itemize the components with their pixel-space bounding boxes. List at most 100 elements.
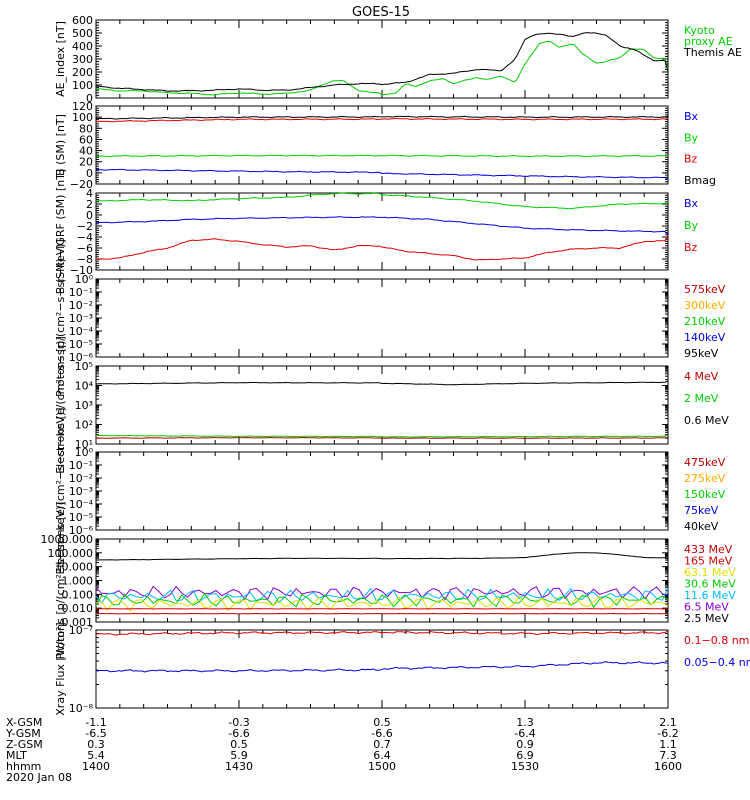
x-tick-label: 1.3: [516, 716, 534, 729]
x-tick-label: 1.1: [659, 738, 677, 751]
y-tick-label: 10⁻⁴: [69, 498, 94, 511]
y-tick-label: 10⁰: [75, 273, 94, 286]
legend-entry: 75keV: [684, 504, 719, 517]
series-line: [95, 587, 669, 604]
x-tick-label: -6.2: [657, 727, 678, 740]
legend-entry: 95keV: [684, 347, 719, 360]
y-tick-label: 0.001: [62, 616, 94, 629]
x-tick-label: -1.1: [85, 716, 106, 729]
panel-frame: [95, 278, 669, 358]
legend-entry: 2.5 MeV: [684, 612, 729, 625]
series-line: [95, 592, 669, 609]
y-tick-label: −4: [77, 231, 93, 244]
y-tick-label: 100: [72, 111, 93, 124]
x-tick-label: 0.5: [230, 738, 248, 751]
legend-entry: proxy AE: [684, 35, 733, 48]
y-tick-label: 10⁻¹: [69, 459, 93, 472]
x-tick-label: 1430: [225, 760, 253, 773]
x-tick-label: 0.3: [87, 738, 105, 751]
x-row-label: Y-GSM: [5, 727, 41, 740]
y-tick-label: 600: [72, 14, 93, 27]
series-line: [95, 216, 669, 235]
legend-entry: 0.05−0.4 nm: [684, 656, 750, 669]
plot-title: GOES-15: [352, 5, 410, 20]
y-tick-label: 10⁻⁸: [69, 702, 94, 715]
series-line: [95, 434, 669, 438]
x-tick-label: 6.9: [516, 749, 534, 762]
y-tick-label: 1000.000: [41, 533, 94, 546]
x-tick-label: 0.7: [373, 738, 391, 751]
legend-entry: 6.5 MeV: [684, 601, 729, 614]
legend-entry: Bmag: [684, 174, 716, 187]
legend-entry: 140keV: [684, 331, 726, 344]
x-tick-label: -0.3: [228, 716, 249, 729]
y-tick-label: 0: [86, 209, 93, 222]
legend-entry: 475keV: [684, 456, 726, 469]
x-row-label: MLT: [6, 749, 27, 762]
legend-entry: 575keV: [684, 283, 726, 296]
y-axis-label: Protons [p/(cm²−s−sr−keV)]: [54, 502, 67, 660]
y-tick-label: −2: [77, 220, 93, 233]
legend-entry: 63.1 MeV: [684, 566, 736, 579]
y-tick-label: 10⁻⁵: [69, 338, 93, 351]
x-tick-label: 5.9: [230, 749, 248, 762]
panel-frame: [95, 451, 669, 531]
x-tick-label: -6.6: [371, 727, 392, 740]
series-line: [95, 595, 669, 612]
series-line: [95, 235, 669, 261]
panel-frame: [95, 538, 669, 623]
y-tick-label: 400: [72, 40, 93, 53]
legend-entry: 40keV: [684, 520, 719, 533]
x-tick-label: 7.3: [659, 749, 677, 762]
y-tick-label: 10⁴: [75, 380, 94, 393]
legend-entry: 30.6 MeV: [684, 578, 736, 591]
legend-entry: By: [684, 219, 699, 232]
series-line: [95, 32, 669, 92]
y-tick-label: 10⁻⁶: [69, 524, 94, 537]
y-tick-label: 100: [72, 79, 93, 92]
y-tick-label: −20: [70, 178, 93, 191]
legend-entry: 165 MeV: [684, 555, 733, 568]
series-line: [95, 115, 669, 120]
y-tick-label: 10¹: [75, 438, 93, 451]
legend-entry: Bz: [684, 241, 698, 254]
y-tick-label: 10.000: [55, 561, 94, 574]
y-tick-label: −10: [70, 264, 93, 277]
y-tick-label: 2: [86, 198, 93, 211]
legend-entry: 11.6 MeV: [684, 589, 736, 602]
y-tick-label: 10⁰: [75, 446, 94, 459]
y-tick-label: 1.000: [62, 575, 94, 588]
y-axis-label: Electrons [e/(cm²−s−sr)]: [54, 336, 67, 474]
x-tick-label: 1600: [654, 760, 682, 773]
y-axis-label: Electrons [e/(cm²−s−sr−keV)]: [54, 407, 67, 574]
y-axis-label: Protons [p/(cm²−s−sr−keV)]: [54, 239, 67, 397]
y-axis-label: Xray Flux [W/m²]: [54, 622, 67, 715]
series-line: [95, 436, 669, 439]
x-tick-label: 1400: [82, 760, 110, 773]
y-tick-label: 10⁻⁴: [69, 325, 94, 338]
y-tick-label: 4: [86, 187, 93, 200]
series-line: [95, 117, 669, 123]
panel-frame: [95, 19, 669, 99]
y-axis-label: B (SM)−IGRF (SM) [nT]: [54, 169, 67, 294]
x-tick-label: 1500: [368, 760, 396, 773]
y-tick-label: 10⁵: [75, 360, 93, 373]
y-tick-label: 200: [72, 66, 93, 79]
series-line: [95, 168, 669, 181]
y-tick-label: 10⁻⁷: [69, 624, 93, 637]
x-tick-label: -6.6: [228, 727, 249, 740]
y-tick-label: 10⁻²: [69, 299, 93, 312]
y-axis-label: AE_index [nT]: [54, 21, 67, 97]
legend-entry: 150keV: [684, 488, 726, 501]
legend-entry: Themis AE: [683, 46, 742, 59]
y-tick-label: 10³: [75, 399, 93, 412]
y-tick-label: 10⁻⁶: [69, 351, 94, 364]
series-line: [95, 40, 669, 96]
